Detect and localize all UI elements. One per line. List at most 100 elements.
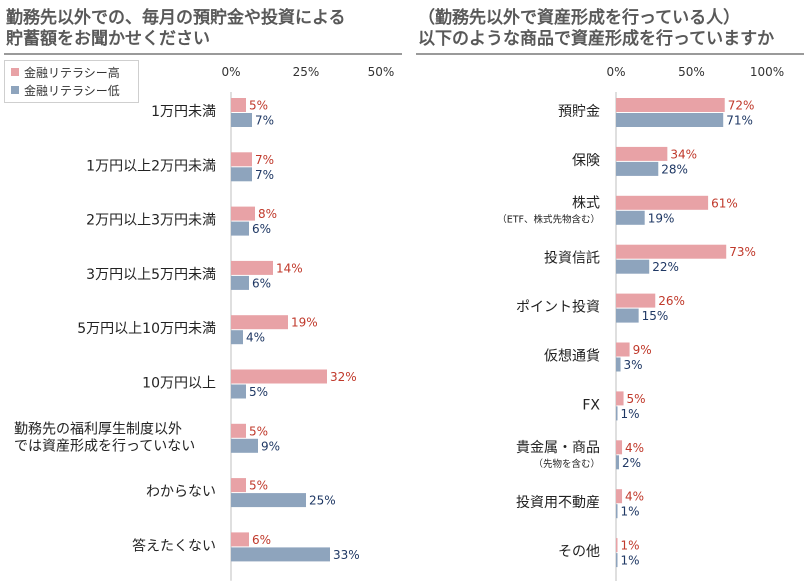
legend-swatch-high [11,68,19,76]
left-value-label-low: 6% [252,222,271,236]
right-value-label-high: 34% [670,147,697,161]
legend-item-low: 金融リテラシー低 [11,82,120,98]
right-bar-low [616,504,618,519]
right-value-label-low: 2% [622,456,641,470]
right-title-line-1: （勤務先以外で資産形成を行っている人） [418,8,741,28]
left-value-label-low: 9% [261,439,280,453]
left-bar-low [231,221,249,236]
right-value-label-high: 5% [627,392,646,406]
left-x-tick-label: 50% [368,65,395,79]
left-value-label-high: 8% [258,207,277,221]
left-value-label-low: 4% [246,331,265,345]
right-category-label: 仮想通貨 [544,348,600,365]
right-bar-high [616,342,630,357]
right-value-label-high: 73% [729,245,756,259]
right-bar-high [616,440,623,455]
right-bar-high [616,146,668,161]
right-value-label-low: 71% [726,114,753,128]
right-bar-low [616,553,618,568]
right-bar-low [616,210,645,225]
right-value-label-low: 1% [621,505,640,519]
right-value-label-high: 4% [625,490,644,504]
right-category-label: 投資用不動産 [516,495,600,511]
right-bar-low [616,308,639,323]
right-value-label-high: 26% [658,294,685,308]
legend-label-high: 金融リテラシー高 [24,65,120,80]
left-value-label-high: 14% [276,261,303,275]
right-value-label-low: 1% [621,407,640,421]
left-value-label-high: 5% [249,99,268,113]
left-value-label-high: 19% [291,316,318,330]
right-value-label-high: 9% [633,343,652,357]
left-value-label-low: 33% [333,548,360,562]
right-title-rule [416,53,804,55]
left-bar-low [231,330,243,345]
left-category-label: わからない [146,484,216,500]
right-value-label-high: 4% [625,441,644,455]
right-bar-low [616,161,659,176]
right-value-label-low: 3% [624,358,643,372]
right-bar-high [616,98,725,112]
left-bar-high [231,532,249,547]
left-bar-low [231,438,258,453]
left-bar-low [231,384,246,399]
right-bar-low [616,406,618,421]
left-chart-title: 勤務先以外での、毎月の預貯金や投資による 貯蓄額をお聞かせください [6,8,346,50]
right-value-label-low: 22% [652,260,679,274]
left-bar-high [231,369,327,384]
right-bar-high [616,244,727,259]
left-bar-high [231,315,288,330]
left-bar-low [231,547,330,562]
legend-label-low: 金融リテラシー低 [24,83,120,98]
right-value-label-high: 72% [728,99,755,113]
left-value-label-high: 32% [330,370,357,384]
left-value-label-high: 7% [255,153,274,167]
right-x-tick-label: 0% [606,65,625,79]
left-value-label-high: 5% [249,424,268,438]
left-title-line-1: 勤務先以外での、毎月の預貯金や投資による [6,8,346,28]
left-value-label-high: 5% [249,479,268,493]
right-category-label: 預貯金 [558,104,600,120]
right-bar-high [616,538,618,553]
right-bar-high [616,391,624,406]
right-value-label-low: 1% [621,554,640,568]
left-category-label: 1万円未満 [151,104,216,120]
legend-swatch-low [11,86,19,94]
left-bar-high [231,478,246,493]
right-bar-low [616,113,724,127]
right-category-label: 株式 [572,195,600,211]
left-bar-low [231,113,252,127]
right-bar-high [616,195,709,210]
legend-item-high: 金融リテラシー高 [11,64,120,80]
right-value-label-low: 19% [648,211,675,225]
right-bar-high [616,489,623,504]
right-category-label: 投資信託 [544,251,600,267]
right-category-sublabel: （先物を含む） [533,458,600,470]
left-bar-low [231,275,249,290]
right-title-line-2: 以下のような商品で資産形成を行っていますか [418,29,775,49]
right-bar-low [616,357,621,372]
left-value-label-low: 7% [255,168,274,182]
left-value-label-low: 5% [249,385,268,399]
right-x-tick-label: 50% [678,65,705,79]
left-category-label: 2万円以上3万円未満 [86,213,216,229]
right-category-sublabel: （ETF、株式先物含む） [497,213,600,225]
left-bar-high [231,423,246,438]
left-bar-high [231,98,246,112]
left-value-label-low: 25% [309,494,336,508]
right-value-label-high: 61% [711,196,738,210]
right-category-label: 貴金属・商品 [516,440,600,456]
left-x-tick-label: 25% [293,65,320,79]
right-x-tick-label: 100% [750,65,784,79]
left-value-label-high: 6% [252,533,271,547]
left-bar-low [231,167,252,182]
left-x-tick-label: 0% [221,65,240,79]
left-category-label: 答えたくない [132,537,216,554]
right-category-label: ポイント投資 [516,300,600,316]
right-bar-low [616,259,650,274]
right-chart-title: （勤務先以外で資産形成を行っている人） 以下のような商品で資産形成を行っています… [418,8,774,50]
right-category-label: 保険 [572,153,600,169]
right-category-label: その他 [558,544,600,560]
